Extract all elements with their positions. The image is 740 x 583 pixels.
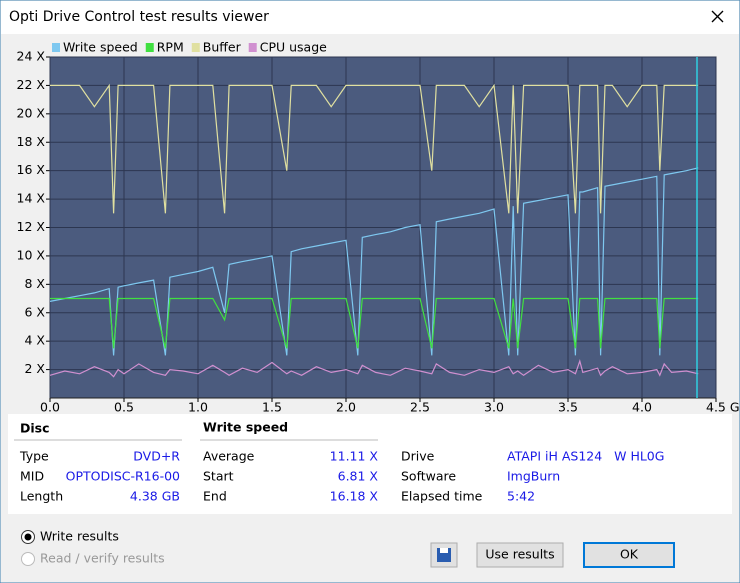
series-line (49, 167, 699, 356)
legend-label: Write speed (63, 40, 138, 55)
info-label: Drive (401, 449, 435, 464)
chart: 2 X 4 X 6 X 8 X 10 X 12 X 14 X 16 X 18 X 20 X 22 X… (17, 40, 740, 415)
radio-label: Read / verify results (40, 551, 165, 566)
info-label: Type (19, 449, 49, 464)
x-tick-label: 3.0 (484, 400, 504, 415)
radio-write[interactable]: Write results (21, 529, 119, 544)
y-tick-label: 6 X (25, 304, 46, 319)
y-tick-label: 24 X (17, 49, 46, 64)
button-label: OK (620, 547, 639, 562)
legend-label: CPU usage (260, 40, 327, 55)
section-title: Write speed (203, 420, 288, 435)
y-tick-label: 18 X (17, 134, 46, 149)
close-button[interactable] (711, 10, 724, 23)
info-label: Length (20, 489, 63, 504)
x-tick-label: 2.5 (410, 400, 430, 415)
radio-read[interactable]: Read / verify results (21, 551, 165, 566)
x-tick-label: 0.0 (40, 400, 60, 415)
info-label: Elapsed time (401, 489, 483, 504)
legend-swatch (52, 43, 60, 52)
info-value: 4.38 GB (130, 489, 180, 504)
legend-label: RPM (157, 40, 184, 55)
y-tick-label: 14 X (17, 191, 46, 206)
x-tick-label: 2.0 (336, 400, 356, 415)
window-title: Opti Drive Control test results viewer (9, 9, 269, 25)
info-panel (8, 414, 732, 514)
info-value: DVD+R (133, 449, 180, 464)
y-tick-label: 4 X (25, 333, 46, 348)
legend-swatch (191, 43, 200, 52)
series-line (50, 297, 699, 349)
save-button[interactable] (430, 542, 458, 568)
info-label: Average (203, 449, 255, 464)
title-bar (1, 1, 739, 34)
x-tick-label: 1.5 (262, 400, 282, 415)
legend-swatch (145, 43, 154, 52)
y-tick-label: 20 X (17, 105, 46, 120)
y-tick-label: 8 X (25, 276, 46, 291)
x-tick-label: 4.5 GB (706, 400, 740, 415)
section-title: Disc (20, 421, 50, 436)
button-label: Use results (485, 547, 554, 562)
legend-swatch (248, 43, 257, 52)
info-value: ImgBurn (507, 469, 560, 484)
x-tick-label: 4.0 (632, 400, 652, 415)
x-tick-label: 1.0 (188, 400, 208, 415)
radio-label: Write results (40, 529, 119, 544)
series-line (49, 359, 699, 378)
info-label: MID (20, 469, 44, 484)
y-tick-label: 16 X (17, 162, 46, 177)
info-value: ATAPI iH AS124 W HL0G (507, 449, 664, 464)
info-value: 11.11 X (330, 449, 379, 464)
info-value: 16.18 X (330, 489, 379, 504)
x-tick-label: 0.5 (114, 400, 134, 415)
y-tick-label: 22 X (17, 77, 46, 92)
info-label: Start (203, 469, 234, 484)
info-value: 5:42 (507, 489, 535, 504)
x-tick-label: 3.5 (558, 400, 578, 415)
ok-button[interactable]: OK (583, 542, 675, 568)
info-label: End (203, 489, 227, 504)
y-tick-label: 12 X (17, 219, 46, 234)
series-line (50, 83, 699, 214)
y-tick-label: 2 X (25, 361, 46, 376)
info-value: 6.81 X (338, 469, 379, 484)
legend-label: Buffer (203, 40, 242, 55)
y-tick-label: 10 X (17, 247, 46, 262)
use-results-button[interactable]: Use results (476, 542, 564, 568)
info-value: OPTODISC-R16-00 (66, 469, 180, 484)
info-label: Software (401, 469, 456, 484)
